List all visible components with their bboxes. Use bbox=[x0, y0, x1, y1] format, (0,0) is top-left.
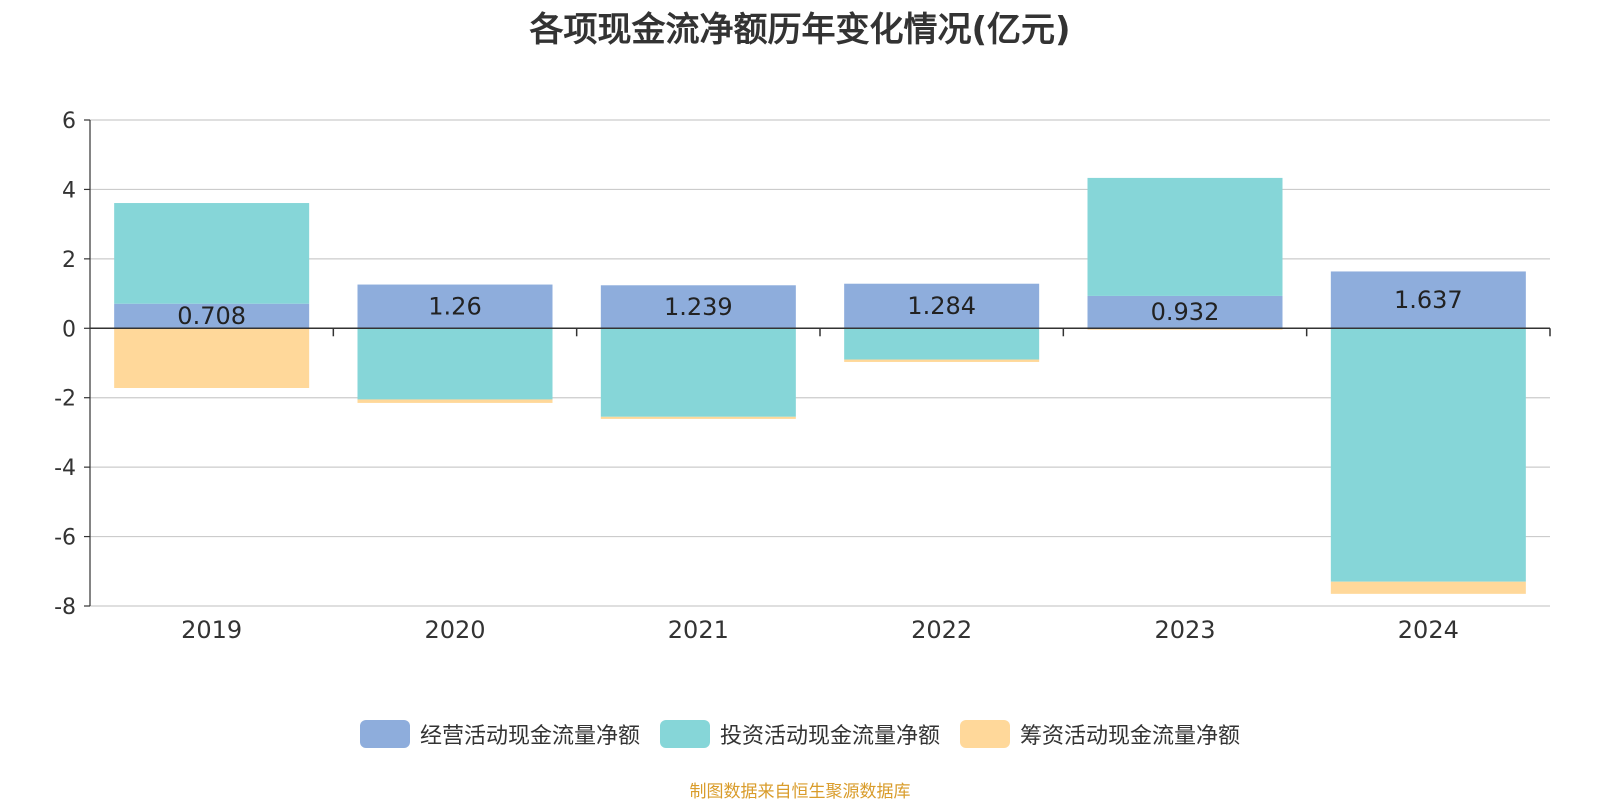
legend-item-investing[interactable]: 投资活动现金流量净额 bbox=[659, 718, 940, 750]
y-tick-label: 6 bbox=[62, 109, 76, 134]
data-label-2022: 1.284 bbox=[907, 292, 976, 320]
bar-2019-series-0 bbox=[114, 303, 310, 329]
bar-2023-series-0 bbox=[1087, 295, 1283, 329]
data-label-2020: 1.26 bbox=[428, 292, 481, 320]
x-tick-label-2019: 2019 bbox=[181, 616, 242, 644]
bar-2020-series-2 bbox=[357, 399, 553, 403]
legend-item-operating[interactable]: 经营活动现金流量净额 bbox=[359, 718, 640, 750]
y-tick-label: 2 bbox=[62, 248, 76, 273]
bar-2022-series-1 bbox=[844, 328, 1040, 360]
bar-2024-series-2 bbox=[1330, 581, 1526, 594]
bar-2021-series-1 bbox=[600, 328, 796, 417]
chart-title: 各项现金流净额历年变化情况(亿元) bbox=[529, 10, 1071, 50]
x-tick-label-2023: 2023 bbox=[1154, 616, 1215, 644]
bar-series bbox=[114, 177, 1526, 594]
data-label-2019: 0.708 bbox=[177, 302, 246, 330]
bar-2024-series-1 bbox=[1330, 328, 1526, 582]
x-tick-label-2024: 2024 bbox=[1398, 616, 1459, 644]
data-label-2023: 0.932 bbox=[1151, 298, 1220, 326]
y-tick-label: -6 bbox=[54, 526, 76, 551]
x-tick-label-2021: 2021 bbox=[668, 616, 729, 644]
legend-swatch-operating bbox=[359, 720, 410, 748]
legend-label-financing: 筹资活动现金流量净额 bbox=[1020, 724, 1241, 749]
bar-2020-series-1 bbox=[357, 328, 553, 400]
data-label-2024: 1.637 bbox=[1394, 286, 1463, 314]
bar-2023-series-1 bbox=[1087, 177, 1283, 296]
y-tick-label: -4 bbox=[54, 456, 76, 481]
legend-swatch-investing bbox=[659, 720, 710, 748]
y-tick-label: 0 bbox=[62, 317, 76, 342]
bar-2022-series-0 bbox=[844, 283, 1040, 329]
legend-item-financing[interactable]: 筹资活动现金流量净额 bbox=[960, 718, 1240, 750]
bar-2024-series-0 bbox=[1330, 271, 1526, 329]
bar-2021-series-0 bbox=[600, 285, 796, 329]
y-tick-label: 4 bbox=[62, 178, 76, 203]
x-tick-label-2022: 2022 bbox=[911, 616, 972, 644]
axes: 6 4 2 0 -2 -4 -6 -8 2019 2020 2021 2022 2023 2024 bbox=[54, 109, 1551, 644]
source-note: 制图数据来自恒生聚源数据库 bbox=[689, 782, 911, 802]
legend-label-investing: 投资活动现金流量净额 bbox=[719, 724, 940, 749]
bar-2022-series-2 bbox=[844, 359, 1040, 362]
bar-2019-series-1 bbox=[114, 203, 310, 304]
legend-label-operating: 经营活动现金流量净额 bbox=[419, 724, 640, 749]
bar-2021-series-2 bbox=[600, 416, 796, 419]
y-tick-label: -8 bbox=[54, 595, 76, 620]
x-tick-label-2020: 2020 bbox=[424, 616, 485, 644]
chart-plot: 6 4 2 0 -2 -4 -6 -8 2019 2020 2021 2022 2023 2024 0.7… bbox=[54, 109, 1551, 644]
legend-swatch-financing bbox=[960, 720, 1010, 748]
data-labels: 0.708 1.26 1.239 1.284 0.932 1.637 bbox=[177, 286, 1462, 330]
y-tick-label: -2 bbox=[54, 387, 76, 412]
bar-2019-series-2 bbox=[114, 328, 310, 388]
data-label-2021: 1.239 bbox=[664, 293, 733, 321]
legend: 经营活动现金流量净额 投资活动现金流量净额 筹资活动现金流量净额 bbox=[0, 718, 1600, 750]
bar-2020-series-0 bbox=[357, 284, 553, 329]
